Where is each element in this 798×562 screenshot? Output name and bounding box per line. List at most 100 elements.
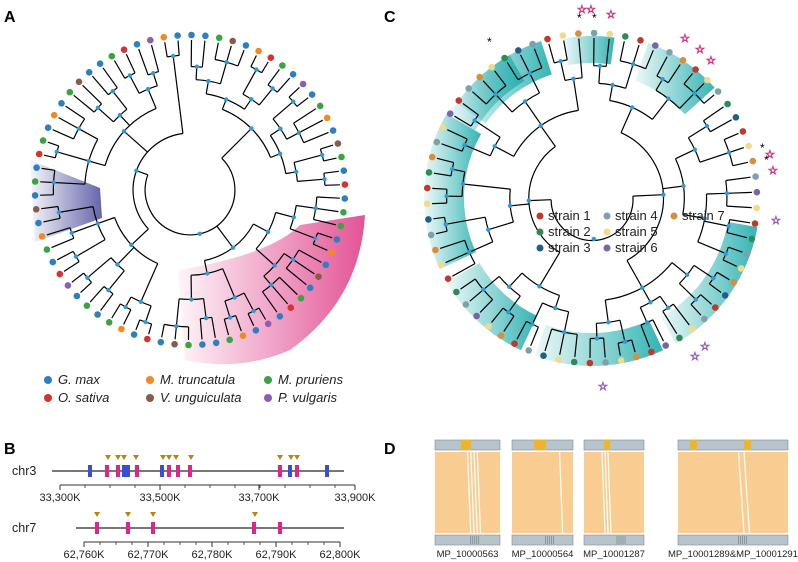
tick-label-0-0: 33,300K (40, 492, 82, 504)
tree-branch-22 (258, 88, 274, 106)
tree-node-29 (230, 245, 236, 250)
tree-tip-47 (49, 258, 57, 266)
legend-a-label-3: O. sativa (58, 390, 109, 405)
tree-branch-159 (73, 94, 95, 113)
tree-branch-149 (47, 141, 59, 147)
star-mark-3: ☆ (680, 32, 690, 45)
tree-branch-55 (296, 204, 316, 209)
gene-0-1 (105, 465, 109, 477)
gene-0-7 (167, 465, 171, 477)
tree-tip-44 (444, 275, 452, 283)
tree-node-18 (290, 257, 296, 262)
panel-c-tips (423, 29, 761, 367)
tree-branch-34 (286, 132, 300, 140)
panel-a-legend: G. max M. truncatula M. pruriens O. sativa V… (44, 372, 344, 405)
tree-branch-150 (495, 93, 513, 113)
tree-branch-96 (559, 332, 565, 355)
tree-branch-43 (320, 144, 334, 150)
tree-branch-167 (129, 75, 140, 94)
panel-c-legend: strain 1 strain 4 strain 7 strain 2 strain 5… (536, 208, 725, 255)
tree-node-32 (138, 299, 144, 304)
track-label-1: chr7 (12, 521, 36, 535)
tree-tip-57 (44, 124, 52, 131)
tree-node-8 (726, 150, 732, 155)
asterisk-mark-0: * (487, 35, 492, 49)
tree-node-7 (291, 99, 296, 104)
tree-branch-85 (603, 337, 606, 358)
tree-node-35 (486, 227, 491, 232)
tree-tip-2 (622, 33, 629, 40)
tree-node-28 (553, 305, 558, 311)
tree-tip-31 (239, 332, 247, 340)
tree-node-15 (313, 206, 318, 211)
gene-1-1 (126, 522, 130, 534)
tree-tip-15 (752, 173, 759, 180)
tree-branch-152 (472, 91, 487, 105)
tree-branch-135 (43, 217, 61, 223)
tree-branch-25 (694, 83, 705, 94)
tree-tip-13 (329, 127, 337, 134)
tick-label-1-2: 62,780K (192, 549, 234, 561)
tree-node-1 (630, 61, 636, 67)
tree-branch-173 (138, 48, 149, 76)
gene-1-3 (252, 522, 256, 534)
tree-node-3 (660, 77, 665, 82)
tree-node-26 (174, 324, 179, 329)
tree-tip-26 (689, 325, 696, 333)
tree-branch-91 (554, 295, 561, 309)
block-fill-2 (584, 452, 644, 533)
tree-tip-68 (160, 33, 168, 41)
tree-branch-63 (678, 283, 697, 301)
tree-branch-142 (441, 143, 463, 152)
tree-branch-154 (494, 70, 507, 86)
tree-tip-17 (341, 181, 349, 188)
tree-node-20 (272, 263, 277, 268)
tree-node-41 (51, 180, 56, 185)
tree-node-34 (443, 222, 448, 227)
tree-branch-125 (433, 216, 445, 220)
tree-branch-54 (722, 259, 737, 267)
tree-branch-3 (620, 107, 633, 133)
tree-branch-39 (732, 161, 749, 167)
tree-branch-81 (631, 339, 636, 353)
marker-1-0 (94, 512, 100, 517)
block-line-3-0 (737, 451, 745, 534)
tree-node-15 (711, 276, 716, 281)
tree-tip-5 (255, 47, 262, 55)
tree-branch-5 (609, 84, 614, 101)
tree-tip-26 (297, 294, 305, 302)
tree-tip-43 (453, 288, 460, 296)
tree-tip-45 (64, 282, 72, 289)
tree-node-23 (227, 315, 233, 320)
tree-branch-24 (267, 69, 280, 86)
tree-tip-9 (299, 80, 307, 88)
gene-0-8 (176, 465, 180, 477)
tree-tip-57 (465, 85, 473, 92)
tree-node-12 (294, 169, 299, 174)
tree-tip-35 (185, 341, 192, 349)
tree-branch-29 (675, 149, 696, 160)
tree-node-5 (249, 97, 254, 102)
tree-node-27 (189, 297, 194, 302)
highlight-teal-1 (563, 35, 615, 66)
star-mark-7: ☆ (768, 164, 778, 177)
tree-branch-10 (201, 40, 206, 68)
tree-node-20 (648, 300, 653, 305)
highlight-teal-5 (446, 263, 538, 351)
tree-branch-155 (529, 72, 541, 94)
tree-branch-101 (516, 321, 527, 340)
marker-0-10 (294, 455, 300, 460)
tree-node-25 (203, 315, 209, 321)
tree-node-36 (73, 254, 79, 259)
block-top-bar-3 (677, 439, 789, 451)
tree-node-40 (129, 242, 134, 248)
tree-node-50 (591, 236, 596, 242)
tree-branch-87 (528, 199, 552, 202)
tree-branch-105 (145, 305, 152, 323)
tree-branch-75 (652, 319, 665, 342)
block-line-2-2 (607, 451, 612, 534)
tree-arc-0 (144, 157, 236, 236)
tree-branch-119 (87, 257, 112, 279)
tree-tip-47 (427, 231, 435, 239)
tree-branch-32 (288, 86, 300, 98)
